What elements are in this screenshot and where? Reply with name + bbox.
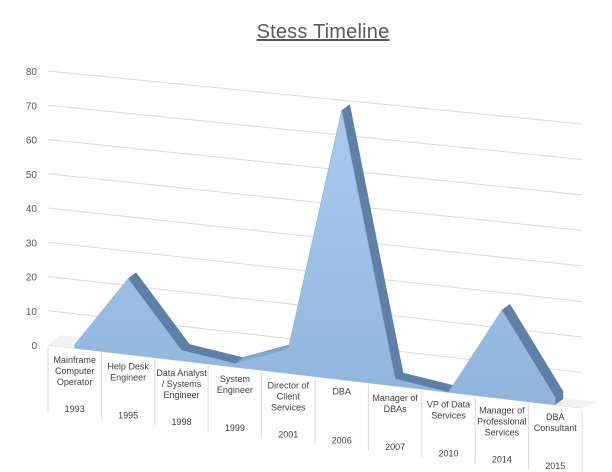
category-label: Help Desk [107,361,149,371]
category-year-label: 2007 [385,442,405,452]
series-area [74,110,556,406]
category-label: Operator [57,377,93,387]
y-tick-label: 30 [26,238,38,249]
y-tick-label: 0 [31,341,37,352]
category-label: Professional [477,417,527,427]
category-year-label: 2010 [438,448,458,458]
category-year-label: 2015 [545,461,565,471]
chart-title: Stess Timeline [256,21,390,43]
category-label: / Systems [162,379,202,389]
category-label: DBA [546,412,565,422]
category-year-label: 1998 [171,417,191,427]
category-label: Mainframe [53,355,96,365]
category-label: Client [277,391,301,401]
y-tick-label: 70 [26,101,38,112]
category-label: Manager of [479,406,525,416]
category-label: Consultant [534,423,578,433]
category-label: Services [431,410,466,420]
area-end-face [555,391,564,405]
category-label: VP of Data [427,399,470,409]
category-year-label: 2001 [278,429,298,439]
category-label: Data Analyst [156,368,207,378]
gridline [47,70,583,125]
y-tick-label: 80 [26,67,38,78]
category-label: Services [271,402,306,412]
category-year-label: 1995 [118,410,138,420]
gridline [47,173,583,231]
category-label: Engineer [217,385,253,395]
gridline [47,104,583,160]
category-year-label: 2006 [332,436,352,446]
y-tick-label: 40 [26,204,38,215]
category-year-label: 2014 [492,455,512,465]
category-label: Services [485,428,520,438]
category-label: Computer [55,366,95,376]
category-year-label: 1993 [65,404,85,414]
category-year-label: 1999 [225,423,245,433]
category-label: Director of [268,380,310,390]
y-tick-label: 20 [26,273,38,284]
y-tick-label: 10 [26,307,38,318]
category-label: DBAs [384,404,408,414]
gridline [47,139,583,196]
y-tick-label: 60 [26,136,38,147]
category-label: Manager of [372,393,418,403]
y-tick-label: 50 [26,170,38,181]
category-label: Engineer [110,372,146,382]
category-label: DBA [332,387,351,397]
category-label: Engineer [163,390,199,400]
category-label: System [220,374,250,384]
